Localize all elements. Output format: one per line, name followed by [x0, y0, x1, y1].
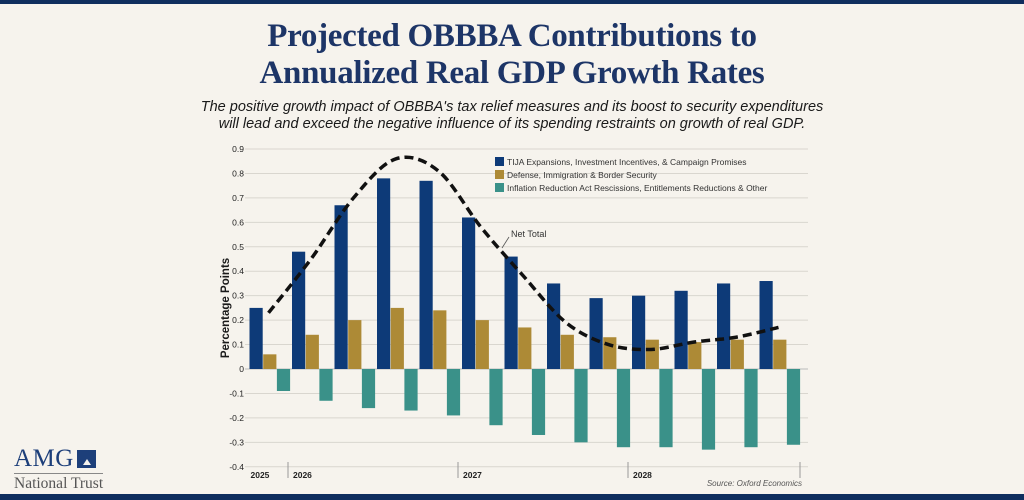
y-tick-label: 0.2	[232, 315, 244, 325]
bar-series3	[319, 369, 333, 401]
year-label: 2025	[251, 470, 270, 480]
bar-series2	[475, 320, 489, 369]
y-tick-label: -0.1	[229, 388, 244, 398]
legend-swatch-series3	[495, 183, 504, 192]
logo-tagline: National Trust	[14, 473, 104, 492]
logo-mark-icon	[76, 450, 96, 468]
y-tick-label: 0.9	[232, 144, 244, 154]
bar-series1	[462, 217, 476, 369]
subtitle-line2: will lead and exceed the negative influe…	[218, 116, 806, 132]
bar-series1	[717, 283, 731, 369]
bar-series3	[446, 369, 461, 416]
bar-series3	[786, 369, 801, 445]
logo-name: AMG	[14, 445, 74, 472]
bar-series3	[489, 369, 503, 426]
bar-series3	[701, 369, 716, 450]
year-label: 2028	[633, 470, 652, 480]
y-axis-label: Percentage Points	[220, 258, 232, 358]
bar-series3	[744, 369, 758, 448]
net-total-line	[267, 155, 779, 352]
bar-series2	[518, 327, 532, 369]
bar-series1	[419, 180, 433, 369]
bar-series1	[759, 281, 773, 369]
legend-swatch-series2	[495, 170, 504, 179]
bar-series2	[730, 339, 744, 369]
legend-swatch-series1	[495, 157, 504, 166]
y-tick-label: 0.1	[232, 340, 244, 350]
bar-series3	[361, 369, 376, 409]
bar-series2	[348, 320, 362, 369]
y-tick-label: 0.3	[232, 291, 244, 301]
bar-series2	[560, 334, 574, 369]
chart-title-line1: Projected OBBBA Contributions to	[267, 18, 757, 54]
bar-series3	[276, 369, 291, 391]
bar-series1	[504, 256, 518, 369]
y-tick-label: 0.8	[232, 168, 244, 178]
net-total-leader	[501, 236, 510, 249]
year-label: 2027	[463, 470, 482, 480]
bar-series2	[390, 307, 404, 369]
bar-series1	[292, 251, 306, 369]
bar-series2	[305, 334, 319, 369]
net-total-label: Net Total	[511, 229, 546, 239]
bar-series2	[263, 354, 277, 369]
y-tick-label: 0.6	[232, 217, 244, 227]
source-note: Source: Oxford Economics	[707, 479, 802, 488]
y-tick-label: -0.3	[229, 437, 244, 447]
bar-series1	[334, 205, 348, 369]
bar-series1	[249, 307, 263, 369]
legend-label-series2: Defense, Immigration & Border Security	[507, 170, 658, 180]
bar-series2	[433, 310, 447, 369]
bar-series1	[547, 283, 561, 369]
subtitle-line1: The positive growth impact of OBBBA's ta…	[200, 99, 824, 115]
bar-series2	[688, 342, 702, 369]
bar-series1	[674, 290, 688, 369]
y-tick-label: 0.5	[232, 242, 244, 252]
chart-title-line2: Annualized Real GDP Growth Rates	[259, 55, 765, 91]
bar-series3	[659, 369, 673, 448]
bar-series1	[632, 295, 646, 369]
bar-series3	[574, 369, 588, 443]
top-border	[0, 0, 1024, 4]
year-label: 2026	[293, 470, 312, 480]
y-tick-label: 0	[239, 364, 244, 374]
y-tick-label: -0.4	[229, 462, 244, 472]
bar-series3	[404, 369, 418, 411]
y-tick-label: 0.4	[232, 266, 244, 276]
bar-series3	[616, 369, 631, 448]
legend-label-series3: Inflation Reduction Act Rescissions, Ent…	[507, 183, 767, 193]
y-tick-label: -0.2	[229, 413, 244, 423]
bar-series2	[773, 339, 787, 369]
amg-logo: AMG National Trust	[14, 445, 104, 493]
bar-series3	[531, 369, 546, 435]
bar-series1	[377, 178, 391, 369]
legend-label-series1: TIJA Expansions, Investment Incentives, …	[507, 157, 747, 167]
bottom-border	[0, 494, 1024, 500]
bar-series2	[645, 339, 659, 369]
y-tick-label: 0.7	[232, 193, 244, 203]
bar-series1	[589, 298, 603, 369]
